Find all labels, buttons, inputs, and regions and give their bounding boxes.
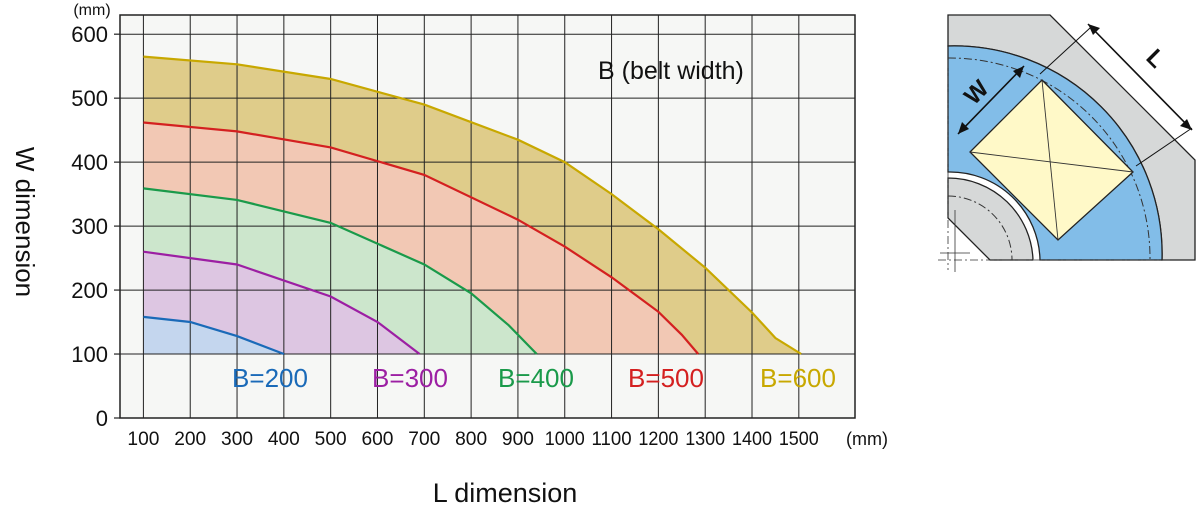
series-line-1: [143, 121, 700, 355]
series-label: B=600: [760, 363, 836, 393]
series-line-0: [143, 55, 802, 355]
y-tick-label: 400: [71, 150, 108, 175]
series-label: B=200: [232, 363, 308, 393]
series-label: B=300: [372, 363, 448, 393]
y-tick-label: 100: [71, 342, 108, 367]
x-tick-label: 100: [127, 429, 159, 450]
series-fill-4: [143, 316, 284, 355]
x-tick-labels: 100 200 300 400 500 600 700 800 900 1000 1100 1200 1…: [127, 429, 818, 450]
x-tick-label: 700: [408, 429, 440, 450]
y-tick-label: 0: [96, 406, 108, 431]
x-tick-label: 600: [361, 429, 393, 450]
x-axis-label: L dimension: [433, 478, 578, 508]
x-tick-label: 800: [455, 429, 487, 450]
series-labels: B=200 B=300 B=400 B=500 B=600: [232, 363, 836, 393]
x-tick-label: 1200: [638, 429, 678, 450]
plot-frame: [119, 14, 856, 419]
series-line-4: [143, 315, 285, 356]
series-line-2: [143, 187, 538, 355]
x-tick-label: 300: [221, 429, 253, 450]
series-fills: [143, 56, 802, 355]
diagram-l-letter: L: [1141, 44, 1170, 73]
series-line-3: [143, 250, 421, 355]
x-tick-label: 200: [174, 429, 206, 450]
series-curves: [143, 55, 802, 356]
x-tick-label: 400: [268, 429, 300, 450]
y-tick-label: 500: [71, 86, 108, 111]
x-unit-label: (mm): [846, 429, 888, 449]
grid-lines: [114, 15, 855, 419]
series-label: B=500: [628, 363, 704, 393]
legend-title: B (belt width): [598, 57, 744, 85]
x-tick-label: 1000: [545, 429, 585, 450]
y-tick-label: 300: [71, 214, 108, 239]
x-tick-label: 1400: [732, 429, 772, 450]
x-tick-label: 1300: [685, 429, 725, 450]
series-label: B=400: [498, 363, 574, 393]
x-tick-label: 900: [502, 429, 534, 450]
y-unit-label: (mm): [73, 2, 110, 19]
x-tick-label: 1100: [592, 429, 632, 450]
conveyor-diagram: W L: [938, 14, 1196, 272]
x-tick-label: 1500: [779, 429, 819, 450]
y-axis-label: W dimension: [10, 147, 40, 297]
y-tick-label: 600: [71, 22, 108, 47]
x-tick-label: 500: [315, 429, 347, 450]
y-tick-label: 200: [71, 278, 108, 303]
y-tick-labels: 0 100 200 300 400 500 600: [71, 22, 108, 431]
